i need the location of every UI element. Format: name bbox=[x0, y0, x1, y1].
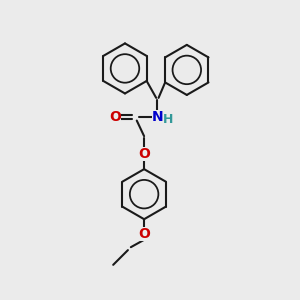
Text: O: O bbox=[138, 147, 150, 161]
Text: H: H bbox=[164, 113, 174, 126]
Text: O: O bbox=[138, 227, 150, 241]
Text: O: O bbox=[110, 110, 122, 124]
Text: N: N bbox=[152, 110, 163, 124]
